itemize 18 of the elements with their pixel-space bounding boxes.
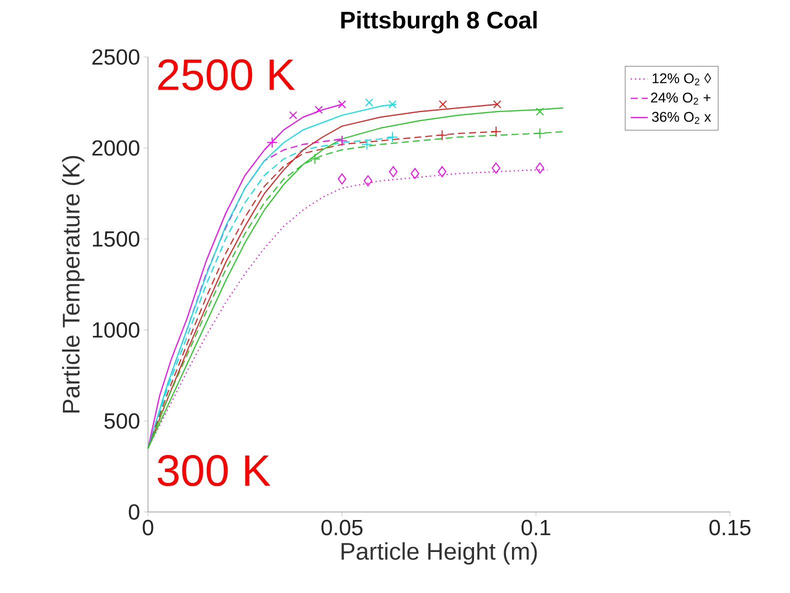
- y-tick-label: 500: [104, 413, 140, 429]
- x-tick-label: 0.15: [709, 520, 750, 536]
- chart-title: Pittsburgh 8 Coal: [341, 10, 537, 34]
- x-tick-label: 0.1: [522, 520, 550, 536]
- legend-label: 24% O$_{2}$ +: [651, 92, 710, 105]
- annotation: 300 K: [158, 455, 270, 486]
- y-tick-label: 2500: [92, 49, 140, 65]
- x-tick-label: 0: [142, 520, 154, 536]
- annotation: 2500 K: [158, 59, 295, 90]
- x-axis-title: Particle Height (m): [342, 542, 537, 565]
- y-tick-label: 0: [128, 504, 140, 520]
- y-tick-label: 2000: [92, 140, 140, 156]
- legend-label: 36% O$_{2}$ x: [652, 112, 712, 124]
- x-tick-label: 0.05: [321, 520, 362, 536]
- y-tick-label: 1000: [92, 322, 140, 338]
- y-tick-label: 1500: [92, 231, 140, 247]
- y-axis-title: Particle Temperature (K): [62, 156, 84, 413]
- legend-label: 12% O$_{2}$ ◊: [652, 73, 712, 86]
